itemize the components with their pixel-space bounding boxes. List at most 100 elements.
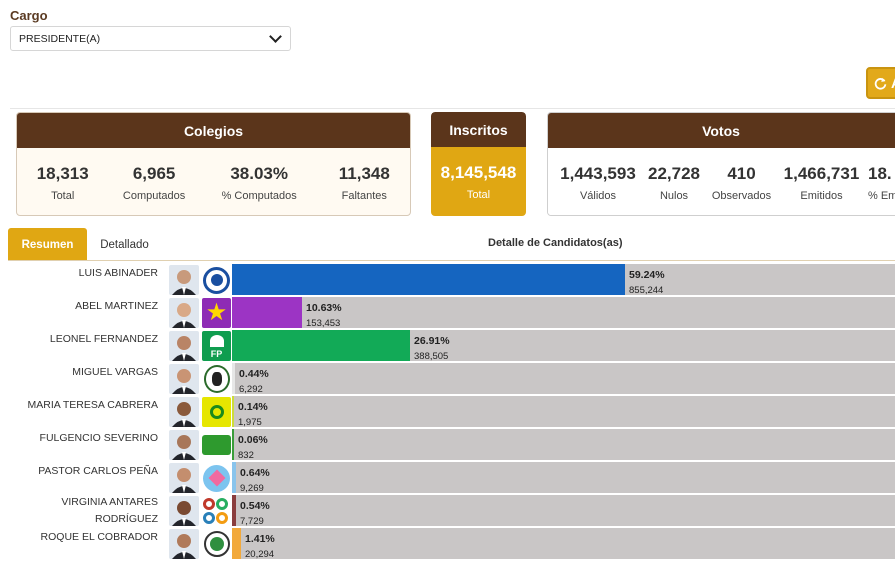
candidate-name: MARIA TERESA CABRERA xyxy=(0,397,158,414)
vote-bar xyxy=(232,429,234,460)
vote-bar-track: 10.63% 153,453 xyxy=(232,297,895,329)
vote-bar-track: 0.54% 7,729 xyxy=(232,495,895,527)
inscritos-total: 8,145,548 Total xyxy=(431,163,526,201)
vote-bar xyxy=(232,297,302,328)
party-logo-icon xyxy=(202,529,231,559)
candidate-row: VIRGINIA ANTARES RODRÍGUEZ 0.54% 7,729 xyxy=(0,494,895,527)
stat-value: 22,728 xyxy=(648,163,700,183)
vote-percentage: 0.06% xyxy=(238,434,268,446)
votos-card: Votos 1,443,593 Válidos 22,728 Nulos 410 Ob… xyxy=(547,112,895,216)
inscritos-title: Inscritos xyxy=(431,112,526,147)
candidate-name-line: RODRÍGUEZ xyxy=(95,513,158,525)
vote-bar xyxy=(232,264,625,295)
vote-bar-track: 0.06% 832 xyxy=(232,429,895,461)
detalle-title: Detalle de Candidatos(as) xyxy=(488,237,623,249)
fp-logo-icon: FP xyxy=(202,331,231,361)
vote-bar-track: 0.64% 9,269 xyxy=(232,462,895,494)
stat-value: 18. xyxy=(868,163,892,183)
candidate-name-line: PASTOR CARLOS PEÑA xyxy=(38,465,158,477)
votos-validos: 1,443,593 Válidos xyxy=(552,164,644,202)
votos-title: Votos xyxy=(548,113,895,148)
votos-observados: 410 Observados xyxy=(704,164,779,202)
vote-bar-track: 0.44% 6,292 xyxy=(232,363,895,395)
vote-count: 1,975 xyxy=(238,417,262,428)
vote-percentage: 1.41% xyxy=(245,533,275,545)
vote-bar-track: 59.24% 855,244 xyxy=(232,264,895,296)
candidate-name: LEONEL FERNANDEZ xyxy=(0,331,158,348)
party-logo-icon xyxy=(202,496,231,526)
candidate-row: LEONEL FERNANDEZ FP 26.91% 388,505 xyxy=(0,329,895,362)
candidate-photo-icon xyxy=(169,463,199,493)
stat-label: Válidos xyxy=(579,189,617,202)
stat-value: 1,443,593 xyxy=(560,163,636,183)
stat-label: Total xyxy=(466,188,491,201)
refresh-icon xyxy=(874,77,887,90)
colegios-faltantes: 11,348 Faltantes xyxy=(319,164,410,202)
stat-label: Faltantes xyxy=(341,189,387,202)
colegios-card: Colegios 18,313 Total 6,965 Computados 38.… xyxy=(16,112,411,216)
stat-label: Total xyxy=(51,189,75,202)
vote-percentage: 0.64% xyxy=(240,467,270,479)
vote-count: 832 xyxy=(238,450,254,461)
candidate-name: VIRGINIA ANTARES RODRÍGUEZ xyxy=(0,494,158,528)
vote-bar-track: 26.91% 388,505 xyxy=(232,330,895,362)
vote-count: 20,294 xyxy=(245,549,275,560)
refresh-button[interactable]: A xyxy=(866,67,895,99)
stat-label: Computados xyxy=(122,189,186,202)
colegios-total: 18,313 Total xyxy=(17,164,108,202)
candidate-name: ROQUE EL COBRADOR xyxy=(0,529,158,546)
stat-label: Nulos xyxy=(659,189,689,202)
vote-bar xyxy=(232,462,236,493)
stat-label: % Em xyxy=(868,189,895,202)
vote-count: 388,505 xyxy=(414,351,449,362)
prd-logo-icon xyxy=(202,364,231,394)
candidate-photo-icon xyxy=(169,331,199,361)
vote-bar xyxy=(232,396,234,427)
vote-bar xyxy=(232,330,410,361)
colegios-computados: 6,965 Computados xyxy=(108,164,199,202)
inscritos-stats: 8,145,548 Total xyxy=(431,147,526,216)
vote-count: 6,292 xyxy=(239,384,263,395)
vote-bar xyxy=(232,495,236,526)
stat-value: 11,348 xyxy=(338,163,390,183)
votos-nulos: 22,728 Nulos xyxy=(644,164,704,202)
vote-percentage: 0.44% xyxy=(239,368,269,380)
cargo-select[interactable]: PRESIDENTE(A) xyxy=(10,26,291,51)
candidate-name: LUIS ABINADER xyxy=(0,265,158,282)
colegios-title: Colegios xyxy=(17,113,410,148)
candidate-photo-icon xyxy=(169,265,199,295)
candidate-name-line: LEONEL FERNANDEZ xyxy=(49,333,158,345)
candidate-row: PASTOR CARLOS PEÑA 0.64% 9,269 xyxy=(0,461,895,494)
candidate-row: LUIS ABINADER 59.24% 855,244 xyxy=(0,263,895,296)
tab-resumen[interactable]: Resumen xyxy=(8,228,87,261)
candidate-name-line: MARIA TERESA CABRERA xyxy=(27,399,158,411)
prm-logo-icon xyxy=(202,265,231,295)
stat-value: 1,466,731 xyxy=(783,163,860,183)
candidate-photo-icon xyxy=(169,496,199,526)
vote-bar xyxy=(232,528,241,559)
votos-stats: 1,443,593 Válidos 22,728 Nulos 410 Observad… xyxy=(548,148,895,215)
tab-detallado[interactable]: Detallado xyxy=(100,238,149,251)
candidate-name: MIGUEL VARGAS xyxy=(0,364,158,381)
candidate-row: ROQUE EL COBRADOR 1.41% 20,294 xyxy=(0,527,895,560)
candidate-name-line: ABEL MARTINEZ xyxy=(75,300,158,312)
colegios-stats: 18,313 Total 6,965 Computados 38.03% % Comp… xyxy=(17,148,410,215)
vote-percentage: 59.24% xyxy=(629,269,665,281)
stat-value: 410 xyxy=(727,163,756,183)
votos-emitidos: 1,466,731 Emitidos xyxy=(779,164,864,202)
candidate-row: FULGENCIO SEVERINO 0.06% 832 xyxy=(0,428,895,461)
stat-label: % Computados xyxy=(221,189,297,202)
stat-value: 6,965 xyxy=(132,163,176,183)
vote-percentage: 10.63% xyxy=(306,302,342,314)
candidate-name: PASTOR CARLOS PEÑA xyxy=(0,463,158,480)
stat-value: 8,145,548 xyxy=(440,162,517,182)
stat-value: 38.03% xyxy=(230,163,289,183)
candidate-photo-icon xyxy=(169,364,199,394)
vote-bar-track: 0.14% 1,975 xyxy=(232,396,895,428)
tab-underline xyxy=(8,260,895,261)
refresh-label: A xyxy=(891,75,895,91)
candidate-photo-icon xyxy=(169,430,199,460)
party-logo-icon xyxy=(202,430,231,460)
vote-count: 9,269 xyxy=(240,483,264,494)
vote-bar-track: 1.41% 20,294 xyxy=(232,528,895,560)
